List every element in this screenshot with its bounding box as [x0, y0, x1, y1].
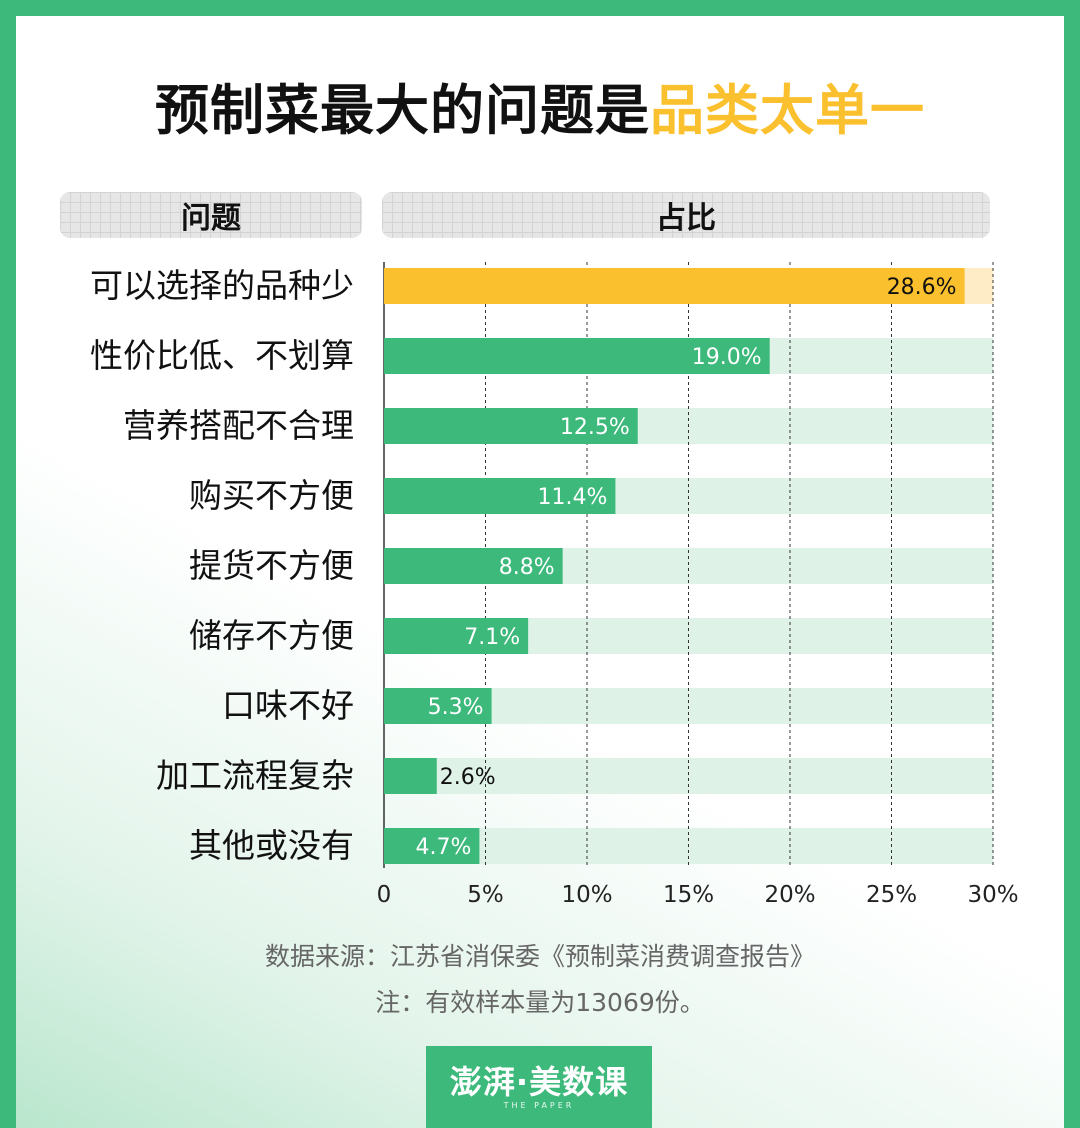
category-label: 提货不方便	[189, 546, 354, 585]
value-label: 5.3%	[428, 695, 484, 720]
value-label: 8.8%	[499, 555, 555, 580]
bar	[384, 618, 529, 654]
x-tick-label: 10%	[561, 882, 612, 908]
bar	[384, 828, 480, 864]
bar	[384, 268, 965, 304]
value-label: 19.0%	[692, 345, 762, 370]
question-column-header: 问题	[60, 192, 362, 238]
category-label: 加工流程复杂	[156, 756, 354, 795]
category-label: 储存不方便	[189, 616, 354, 655]
title-main: 预制菜最大的问题是	[155, 79, 650, 142]
ratio-column-header: 占比	[382, 192, 990, 238]
logo-text: 澎湃·美数课	[449, 1063, 629, 1101]
bar	[384, 478, 616, 514]
x-tick-label: 25%	[866, 882, 917, 908]
brand-logo: 澎湃·美数课 THE PAPER	[426, 1046, 652, 1128]
value-label: 28.6%	[887, 275, 957, 300]
question-header-label: 问题	[181, 201, 241, 236]
bar	[384, 758, 437, 794]
x-tick-label: 20%	[764, 882, 815, 908]
note-text: 注：有效样本量为13069份。	[375, 988, 705, 1017]
x-tick-label: 30%	[967, 882, 1018, 908]
source-text: 数据来源：江苏省消保委《预制菜消费调查报告》	[264, 942, 815, 971]
value-label: 7.1%	[464, 625, 520, 650]
category-label: 性价比低、不划算	[90, 336, 354, 375]
bar	[384, 338, 770, 374]
bar	[384, 548, 563, 584]
chart-title: 预制菜最大的问题是品类太单一	[16, 76, 1064, 146]
bar-chart: 28.6% 19.0% 12.5% 11.4% 8.8% 7.1% 5.3% 2.6% 4.7%…	[377, 262, 1019, 908]
ratio-header-label: 占比	[656, 201, 716, 236]
value-label: 12.5%	[560, 415, 630, 440]
bar	[384, 688, 492, 724]
value-label: 2.6%	[440, 765, 496, 790]
logo-subtext: THE PAPER	[503, 1101, 575, 1110]
chart-card: 预制菜最大的问题是品类太单一 问题 占比 可以选择的品种少 性价比低、不划算营养搭…	[16, 16, 1064, 1128]
category-label: 口味不好	[222, 686, 354, 725]
bar	[384, 408, 638, 444]
category-label: 其他或没有	[189, 826, 354, 865]
x-tick-label: 0	[377, 882, 392, 908]
x-tick-label: 5%	[467, 882, 504, 908]
title-highlight: 品类太单一	[650, 79, 925, 142]
category-label: 营养搭配不合理	[123, 406, 354, 445]
value-label: 4.7%	[416, 835, 472, 860]
x-tick-label: 15%	[663, 882, 714, 908]
category-label: 可以选择的品种少	[90, 266, 354, 305]
category-label: 购买不方便	[189, 476, 354, 515]
bar-track	[384, 758, 993, 794]
value-label: 11.4%	[538, 485, 608, 510]
